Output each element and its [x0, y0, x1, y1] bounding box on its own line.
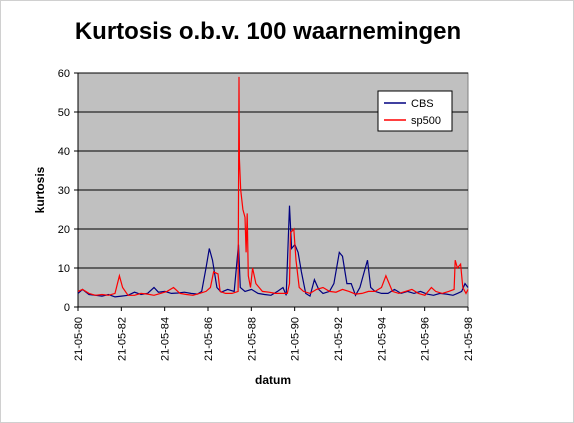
y-axis-label: kurtosis	[33, 166, 47, 213]
x-tick-label: 21-05-82	[116, 317, 128, 361]
chart-title: Kurtosis o.b.v. 100 waarnemingen	[74, 18, 462, 45]
x-tick-label: 21-05-94	[376, 317, 388, 361]
series-line-sp500	[77, 76, 469, 296]
x-axis-label: datum	[255, 373, 291, 387]
x-tick-label: 21-05-84	[160, 317, 172, 361]
y-tick-label: 40	[58, 146, 70, 158]
x-tick-label: 21-05-90	[290, 317, 302, 361]
y-tick-label: 50	[58, 107, 70, 119]
x-tick-label: 21-05-88	[246, 317, 258, 361]
legend-label-sp500: sp500	[411, 115, 441, 127]
legend-label-cbs: CBS	[411, 98, 434, 110]
y-tick-label: 20	[58, 224, 70, 236]
x-tick-label: 21-05-80	[73, 317, 85, 361]
legend-box	[377, 90, 453, 132]
x-tick-label: 21-05-98	[463, 317, 475, 361]
y-tick-label: 60	[58, 68, 70, 80]
y-tick-label: 30	[58, 185, 70, 197]
y-tick-label: 10	[58, 263, 70, 275]
legend: CBS sp500	[377, 90, 453, 132]
x-tick-label: 21-05-92	[333, 317, 345, 361]
y-tick-label: 0	[64, 302, 70, 314]
series-line-cbs	[77, 205, 469, 298]
x-tick-label: 21-05-86	[203, 317, 215, 361]
x-tick-label: 21-05-96	[420, 317, 432, 361]
